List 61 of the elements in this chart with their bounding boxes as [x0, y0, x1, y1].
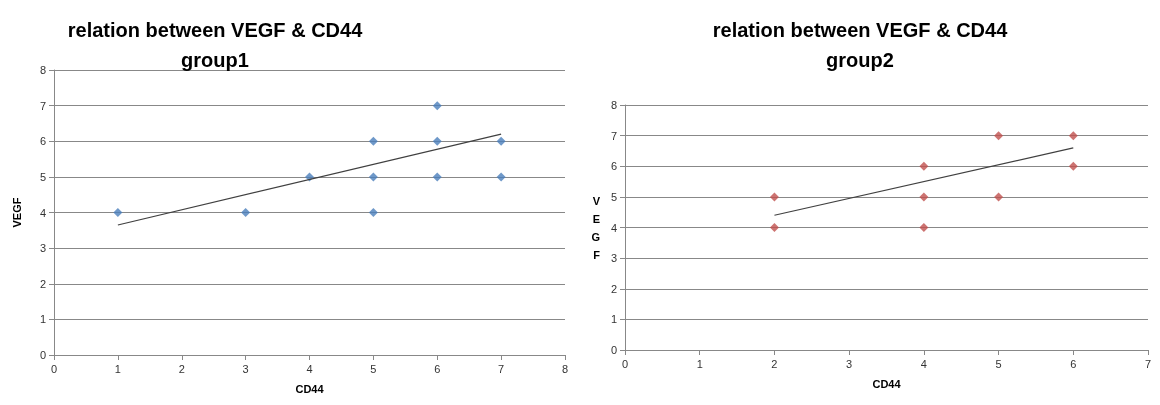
x-tick-label: 7	[1144, 357, 1152, 370]
point	[432, 101, 442, 111]
x-tick-label: 0	[50, 362, 58, 375]
y-axis-title: VEGF	[11, 197, 23, 228]
point	[113, 208, 123, 217]
x-tick-label: 1	[114, 362, 121, 375]
chart-title: relation between VEGF & CD44 group2	[712, 19, 1009, 71]
y-tick-label: 5	[610, 190, 617, 203]
y-tick-label: 1	[39, 313, 46, 326]
point	[769, 192, 779, 202]
y-tick-label: 3	[610, 252, 617, 265]
x-tick-label: 4	[306, 362, 313, 375]
point	[368, 172, 378, 182]
x-axis-title: CD44	[872, 378, 902, 390]
point	[994, 131, 1004, 141]
y-tick-label: 3	[39, 242, 46, 255]
x-tick-label: 3	[846, 357, 853, 370]
point	[994, 192, 1004, 202]
y-axis-title: VEGF	[591, 194, 601, 261]
point	[496, 136, 506, 146]
x-tick-label: 4	[920, 357, 927, 370]
y-tick-label: 2	[610, 282, 617, 295]
x-tick-label: 1	[696, 357, 703, 370]
point	[1068, 161, 1078, 171]
y-tick-label: 1	[610, 313, 617, 326]
y-tick-label: 5	[39, 170, 46, 183]
y-tick-label: 6	[39, 135, 46, 148]
point	[241, 208, 251, 217]
x-tick-label: 2	[178, 362, 185, 375]
x-tick-label: 8	[561, 362, 569, 375]
y-tick-label: 0	[610, 344, 617, 356]
x-tick-label: 6	[434, 362, 441, 375]
point	[305, 172, 314, 182]
point	[368, 208, 378, 217]
point	[496, 172, 506, 182]
x-tick-label: 3	[242, 362, 249, 375]
point	[1068, 131, 1078, 141]
y-tick-label: 8	[39, 64, 46, 76]
x-tick-label: 7	[498, 362, 505, 375]
point	[919, 161, 929, 171]
x-tick-label: 5	[370, 362, 377, 375]
x-tick-label: 0	[621, 357, 629, 370]
y-tick-label: 7	[39, 99, 46, 112]
x-axis-title: CD44	[295, 383, 325, 395]
x-tick-label: 2	[771, 357, 778, 370]
y-tick-label: 8	[610, 99, 617, 111]
y-tick-label: 2	[39, 277, 46, 290]
y-tick-label: 4	[610, 221, 617, 234]
point	[432, 136, 442, 146]
y-tick-label: 6	[610, 160, 617, 173]
y-tick-label: 7	[610, 129, 617, 142]
point	[432, 172, 442, 182]
y-tick-label: 0	[39, 349, 46, 361]
point	[368, 136, 378, 146]
y-tick-label: 4	[39, 206, 46, 219]
chart-title: relation between VEGF & CD44 group1	[67, 19, 364, 71]
x-tick-label: 5	[995, 357, 1002, 370]
point	[919, 223, 929, 232]
x-tick-label: 6	[1070, 357, 1077, 370]
point	[919, 192, 929, 202]
point	[769, 223, 779, 232]
